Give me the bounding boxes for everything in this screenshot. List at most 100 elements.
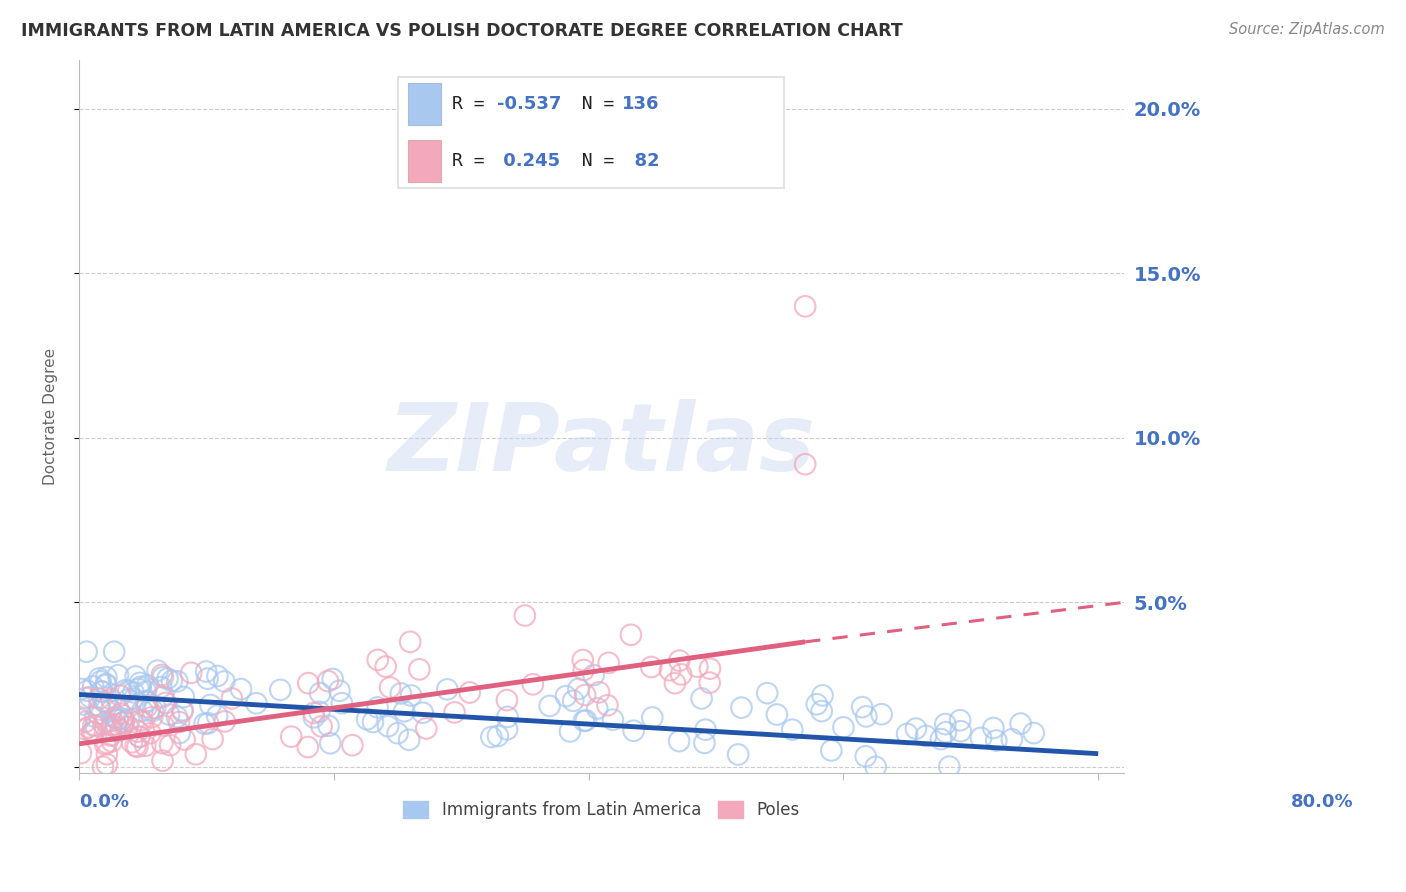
Point [180,665,202,680]
Point [658,663,681,677]
Point [94,714,117,729]
Point [150,680,173,694]
Point [983,721,1005,735]
FancyBboxPatch shape [398,78,785,188]
Point [538,698,561,713]
Point [155,696,177,710]
Point [167,714,190,729]
Point [297,739,319,754]
Point [378,681,401,695]
Point [94,677,117,691]
Point [100,729,122,743]
Point [156,672,179,686]
Point [567,681,589,696]
Point [356,712,378,726]
Point [374,659,396,673]
Point [245,696,267,710]
Point [938,759,960,773]
Point [558,724,581,739]
Text: 136: 136 [623,95,659,113]
Point [141,710,163,724]
Point [96,757,118,772]
Point [111,712,134,726]
Point [496,723,519,737]
Point [269,682,291,697]
Point [574,688,596,702]
Point [870,707,893,722]
Point [84,710,107,724]
Point [986,733,1008,747]
Point [129,713,152,727]
Point [641,710,664,724]
Point [308,705,330,719]
Point [117,683,139,698]
Point [855,709,877,723]
Point [172,704,194,718]
Point [229,682,252,697]
Y-axis label: Doctorate Degree: Doctorate Degree [44,348,58,485]
Point [90,684,112,698]
Point [150,736,173,750]
Point [554,689,576,703]
Point [399,635,422,649]
Point [782,723,804,737]
Point [70,681,93,696]
Point [194,716,217,731]
Point [640,660,662,674]
Point [328,683,350,698]
FancyBboxPatch shape [408,140,441,182]
Point [620,628,643,642]
Point [135,699,157,714]
Point [94,696,117,710]
Point [479,730,502,744]
Point [107,668,129,682]
Point [322,672,344,686]
Point [398,732,420,747]
Point [205,708,228,723]
Point [107,703,129,717]
Point [150,668,173,682]
Point [139,726,162,740]
Point [159,738,181,752]
Point [114,683,136,698]
Point [302,710,325,724]
Point [101,734,124,748]
Point [82,718,104,732]
Point [367,653,389,667]
Point [94,737,117,751]
Point [134,739,156,753]
Text: ZIPatlas: ZIPatlas [387,399,815,491]
Point [195,665,218,679]
Point [157,707,180,722]
Text: N =: N = [560,153,624,170]
Point [207,669,229,683]
Point [201,732,224,747]
Point [76,645,98,659]
Point [105,717,128,731]
Point [100,704,122,718]
Point [72,698,94,712]
Point [96,695,118,709]
Point [330,696,353,710]
Point [127,739,149,754]
Point [77,720,100,734]
Point [166,674,188,689]
Point [100,692,122,706]
Point [117,692,139,706]
Point [668,734,690,748]
Point [214,714,236,729]
Point [152,690,174,704]
Point [128,681,150,696]
Point [87,691,110,706]
Point [112,714,135,729]
Point [124,739,146,753]
Point [586,701,609,715]
Point [169,726,191,740]
Point [127,724,149,739]
Text: IMMIGRANTS FROM LATIN AMERICA VS POLISH DOCTORATE DEGREE CORRELATION CHART: IMMIGRANTS FROM LATIN AMERICA VS POLISH … [21,22,903,40]
Point [623,723,645,738]
Point [135,684,157,698]
Point [598,656,620,670]
Point [173,732,195,747]
Point [122,685,145,699]
